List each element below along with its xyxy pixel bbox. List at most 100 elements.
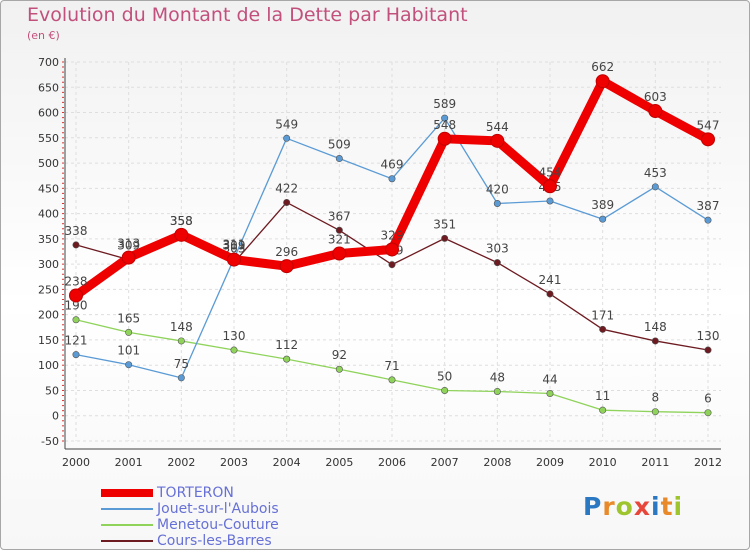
data-point-cours-les-barres <box>335 226 343 234</box>
data-point-torteron <box>121 250 136 265</box>
x-tick-label: 2003 <box>220 456 248 469</box>
data-label-torteron: 329 <box>381 228 404 242</box>
data-label-jouet-sur-l-aubois: 121 <box>65 334 88 348</box>
data-point-jouet-sur-l-aubois <box>125 361 133 369</box>
data-label-menetou-couture: 44 <box>542 372 557 386</box>
data-point-cours-les-barres <box>546 290 554 298</box>
data-point-torteron <box>490 133 505 148</box>
data-label-menetou-couture: 48 <box>490 370 505 384</box>
y-tick-label: 450 <box>38 182 59 195</box>
brand-logo: Proxiti <box>583 492 683 521</box>
data-label-jouet-sur-l-aubois: 389 <box>591 198 614 212</box>
data-point-menetou-couture <box>599 406 607 414</box>
data-point-torteron <box>332 246 347 261</box>
data-point-menetou-couture <box>335 365 343 373</box>
x-tick-label: 2002 <box>167 456 195 469</box>
chart-unit: (en €) <box>27 29 60 42</box>
y-tick-label: 0 <box>52 410 59 423</box>
data-label-menetou-couture: 50 <box>437 369 452 383</box>
chart-title: Evolution du Montant de la Dette par Hab… <box>27 4 468 26</box>
data-label-jouet-sur-l-aubois: 469 <box>381 158 404 172</box>
data-label-menetou-couture: 148 <box>170 320 193 334</box>
data-point-jouet-sur-l-aubois <box>72 351 80 359</box>
data-point-torteron <box>69 288 83 303</box>
data-point-menetou-couture <box>177 337 185 345</box>
data-label-menetou-couture: 71 <box>384 359 399 373</box>
brand-logo-letter: r <box>602 492 616 521</box>
data-point-jouet-sur-l-aubois <box>283 134 291 142</box>
data-label-menetou-couture: 112 <box>275 338 298 352</box>
data-point-jouet-sur-l-aubois <box>704 216 712 224</box>
data-label-jouet-sur-l-aubois: 420 <box>486 182 509 196</box>
data-point-torteron <box>595 74 610 89</box>
data-label-jouet-sur-l-aubois: 453 <box>644 166 667 180</box>
data-label-cours-les-barres: 241 <box>539 273 562 287</box>
legend-swatch <box>101 489 153 497</box>
y-tick-label: 500 <box>38 157 59 170</box>
y-tick-label: 50 <box>45 384 59 397</box>
x-tick-label: 2011 <box>641 456 669 469</box>
data-point-menetou-couture <box>546 389 554 397</box>
data-label-torteron: 296 <box>275 245 298 259</box>
x-tick-label: 2009 <box>536 456 564 469</box>
brand-logo-letter: o <box>615 492 634 521</box>
y-tick-label: -50 <box>41 435 59 448</box>
data-label-jouet-sur-l-aubois: 101 <box>117 344 140 358</box>
data-point-menetou-couture <box>704 409 712 417</box>
data-label-cours-les-barres: 358 <box>170 214 193 228</box>
brand-logo-letter: P <box>583 492 603 521</box>
data-point-menetou-couture <box>441 386 449 394</box>
legend-label: Jouet-sur-l'Aubois <box>157 501 279 517</box>
brand-logo-letter: i <box>673 492 684 521</box>
data-point-menetou-couture <box>230 346 238 354</box>
legend-item: Jouet-sur-l'Aubois <box>101 501 279 517</box>
data-point-menetou-couture <box>72 316 80 324</box>
data-label-jouet-sur-l-aubois: 75 <box>174 357 189 371</box>
data-point-cours-les-barres <box>704 346 712 354</box>
x-tick-label: 2001 <box>115 456 143 469</box>
y-tick-label: 550 <box>38 132 59 145</box>
legend-item: TORTERON <box>101 485 234 501</box>
x-tick-label: 2004 <box>273 456 301 469</box>
y-tick-label: 100 <box>38 359 59 372</box>
data-label-jouet-sur-l-aubois: 387 <box>697 199 720 213</box>
y-tick-label: 150 <box>38 334 59 347</box>
legend-swatch <box>101 540 153 542</box>
data-point-cours-les-barres <box>388 261 396 269</box>
y-tick-label: 650 <box>38 81 59 94</box>
data-label-jouet-sur-l-aubois: 549 <box>275 117 298 131</box>
legend-item: Cours-les-Barres <box>101 533 272 549</box>
x-tick-label: 2008 <box>483 456 511 469</box>
data-label-cours-les-barres: 171 <box>591 308 614 322</box>
x-tick-label: 2012 <box>694 456 722 469</box>
data-point-jouet-sur-l-aubois <box>599 215 607 223</box>
data-point-menetou-couture <box>283 355 291 363</box>
data-label-torteron: 544 <box>486 120 509 134</box>
y-tick-label: 350 <box>38 233 59 246</box>
data-label-menetou-couture: 8 <box>652 391 660 405</box>
data-label-torteron: 662 <box>591 60 614 74</box>
x-tick-label: 2006 <box>378 456 406 469</box>
data-label-torteron: 603 <box>644 90 667 104</box>
data-label-jouet-sur-l-aubois: 589 <box>433 97 456 111</box>
data-label-torteron: 309 <box>223 239 246 253</box>
data-label-menetou-couture: 190 <box>65 299 88 313</box>
brand-logo-letter: x <box>633 492 651 521</box>
y-tick-label: 400 <box>38 208 59 221</box>
data-label-torteron: 313 <box>117 237 140 251</box>
data-point-jouet-sur-l-aubois <box>388 175 396 183</box>
data-label-cours-les-barres: 367 <box>328 209 351 223</box>
data-label-menetou-couture: 165 <box>117 311 140 325</box>
data-point-torteron <box>437 131 452 146</box>
data-label-torteron: 548 <box>433 118 456 132</box>
legend-label: Menetou-Couture <box>157 517 279 533</box>
y-tick-label: 700 <box>38 56 59 69</box>
data-label-cours-les-barres: 422 <box>275 181 298 195</box>
data-point-cours-les-barres <box>441 234 449 242</box>
data-label-cours-les-barres: 338 <box>65 224 88 238</box>
data-point-jouet-sur-l-aubois <box>177 374 185 382</box>
data-label-cours-les-barres: 303 <box>486 242 509 256</box>
y-tick-label: 600 <box>38 107 59 120</box>
